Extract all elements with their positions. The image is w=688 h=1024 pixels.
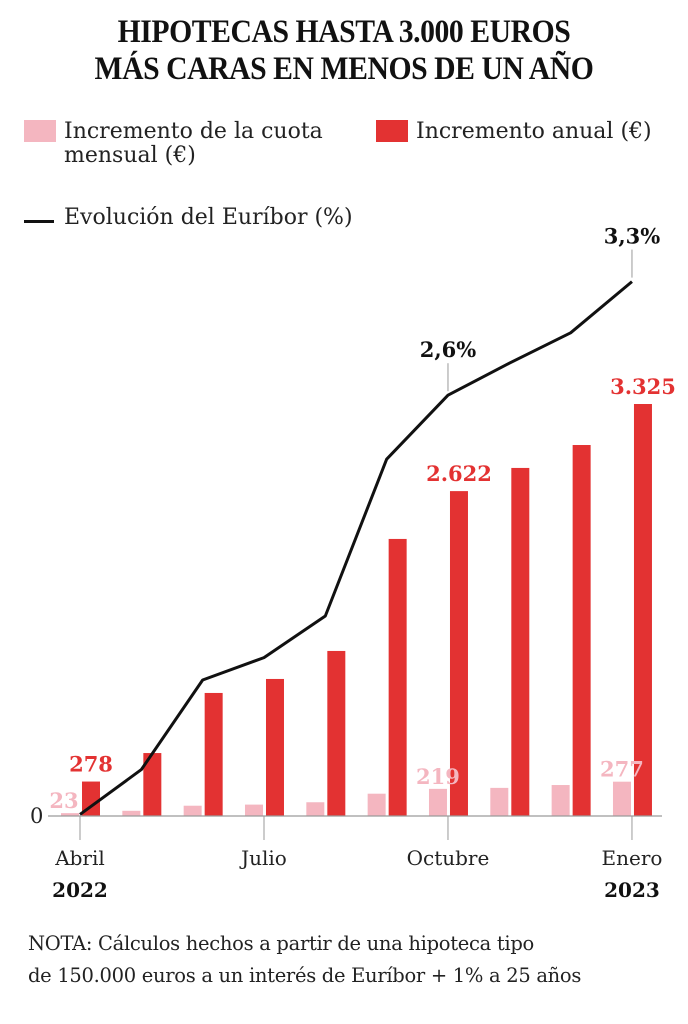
bar-monthly [612, 781, 631, 816]
bar-annual [82, 781, 100, 816]
annual-value-label: 278 [69, 752, 113, 777]
legend-swatch-monthly [24, 120, 56, 142]
legend-label-euribor: Evolución del Euríbor (%) [64, 205, 353, 230]
legend-label-annual: Incremento anual (€) [416, 119, 652, 144]
bar-annual [449, 491, 468, 816]
x-tick-label: Octubre [407, 846, 490, 870]
note-line1: NOTA: Cálculos hechos a partir de una hi… [28, 932, 534, 955]
bar-annual [143, 753, 162, 816]
x-tick-year: 2022 [52, 878, 108, 902]
legend-label-monthly-line2: mensual (€) [64, 143, 196, 168]
bar-annual [572, 445, 591, 816]
monthly-value-label: 219 [416, 764, 460, 789]
chart-plot: 0 Abril 2022 Julio Octubre Enero 2023 2,6% 3,3% 2… [30, 224, 676, 902]
bar-monthly [61, 813, 79, 816]
legend-swatch-annual [376, 120, 408, 142]
legend-label-monthly-line1: Incremento de la cuota [64, 119, 323, 144]
legend-label-monthly: Incremento de la cuota mensual (€) [64, 120, 323, 168]
chart-title-line1: HIPOTECAS HASTA 3.000 EUROS [117, 14, 571, 50]
bar-annual [511, 467, 530, 816]
bar-monthly [122, 810, 141, 816]
annual-value-label: 3.325 [610, 374, 676, 399]
annual-value-label: 2.622 [426, 461, 492, 486]
y-tick-label: 0 [30, 804, 43, 828]
bar-annual [265, 678, 284, 816]
bar-annual [204, 692, 223, 816]
legend-swatch-euribor [24, 220, 54, 223]
euribor-line [79, 280, 633, 816]
note: NOTA: Cálculos hechos a partir de una hi… [28, 928, 668, 992]
euribor-label: 2,6% [420, 337, 477, 362]
euribor-label: 3,3% [604, 224, 661, 249]
monthly-value-label: 277 [600, 757, 644, 782]
bar-annual [388, 538, 407, 816]
x-tick-year: 2023 [604, 878, 660, 902]
chart-title-line2: MÁS CARAS EN MENOS DE UN AÑO [94, 51, 594, 87]
bar-monthly [183, 805, 202, 816]
x-tick-label: Enero [602, 846, 663, 870]
bar-annual [633, 404, 652, 816]
bar-monthly [306, 802, 325, 816]
monthly-value-label: 23 [49, 788, 78, 813]
x-tick-label: Julio [239, 846, 287, 870]
bar-monthly [244, 804, 263, 816]
bar-monthly [367, 793, 386, 816]
bar-monthly [551, 785, 570, 816]
note-line2: de 150.000 euros a un interés de Euríbor… [28, 964, 582, 987]
bar-monthly [490, 787, 509, 816]
x-tick-label: Abril [54, 846, 105, 870]
bar-monthly [428, 788, 447, 816]
bar-annual [327, 650, 346, 816]
chart-title: HIPOTECAS HASTA 3.000 EUROS MÁS CARAS EN… [34, 14, 653, 88]
